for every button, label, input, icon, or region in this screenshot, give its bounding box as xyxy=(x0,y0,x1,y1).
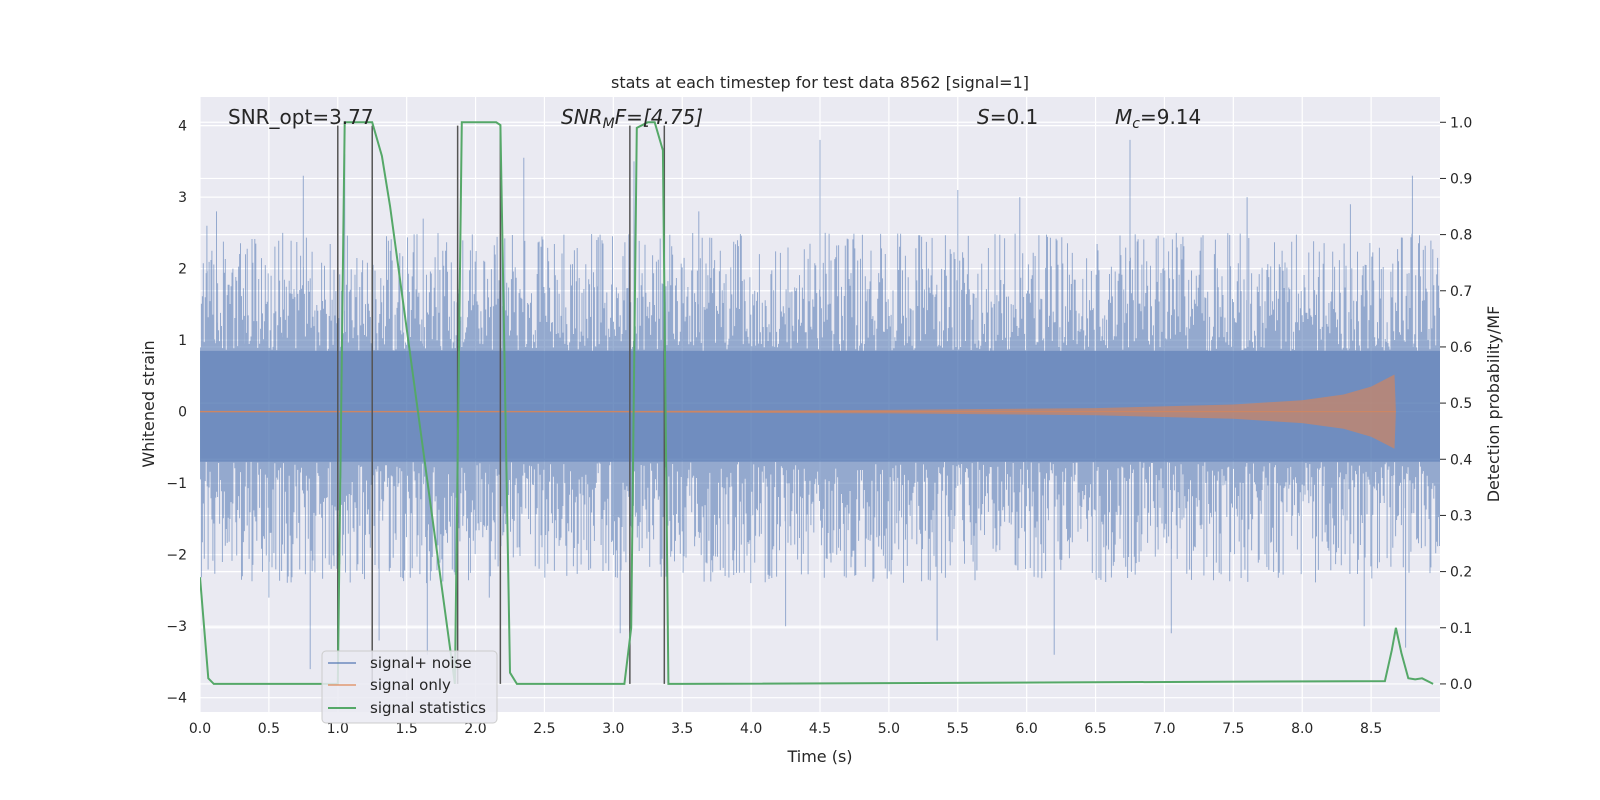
y-tick-label: −4 xyxy=(166,691,187,707)
x-axis-label: Time (s) xyxy=(786,747,852,766)
y2-tick-label: 0.4 xyxy=(1450,452,1472,468)
y2-tick-label: 0.5 xyxy=(1450,396,1472,412)
annotation-snr-opt: SNR_opt=3.77 xyxy=(228,105,374,129)
x-tick-label: 6.5 xyxy=(1084,721,1106,737)
axis-ticks: 0.0 0.5 1.0 1.5 2.0 2.5 3.0 3.5 4.0 4.5 5.0 5.5 6.0 6… xyxy=(166,115,1472,737)
x-tick-label: 7.5 xyxy=(1222,721,1244,737)
x-tick-label: 8.0 xyxy=(1291,721,1313,737)
x-tick-label: 4.5 xyxy=(809,721,831,737)
x-tick-label: 1.5 xyxy=(396,721,418,737)
x-tick-label: 3.0 xyxy=(602,721,624,737)
y2-tick-label: 0.1 xyxy=(1450,621,1472,637)
annotation-snr-mf: SNRMF=[4.75] xyxy=(561,105,703,132)
x-tick-label: 0.0 xyxy=(189,721,211,737)
snr-mf-base: SNR xyxy=(561,105,603,129)
x-tick-label: 5.0 xyxy=(878,721,900,737)
x-tick-label: 0.5 xyxy=(258,721,280,737)
legend-box xyxy=(321,650,498,724)
y-tick-label: 1 xyxy=(178,333,187,349)
y-tick-label: 0 xyxy=(178,405,187,421)
y-axis-label: Whitened strain xyxy=(139,340,158,467)
y2-axis-label: Detection probability/MF xyxy=(1484,306,1503,503)
x-tick-label: 2.0 xyxy=(464,721,486,737)
y-tick-label: 4 xyxy=(178,119,187,135)
y2-tick-label: 0.7 xyxy=(1450,284,1472,300)
y2-tick-label: 1.0 xyxy=(1450,115,1472,131)
mc-sub: c xyxy=(1132,116,1140,132)
x-tick-label: 7.0 xyxy=(1153,721,1175,737)
x-tick-label: 4.0 xyxy=(740,721,762,737)
s-value: =0.1 xyxy=(990,105,1039,129)
annotation-mc: Mc=9.14 xyxy=(1115,105,1201,132)
legend-label-noise: signal+ noise xyxy=(370,654,472,672)
s-symbol: S xyxy=(977,105,990,129)
y2-tick-label: 0.3 xyxy=(1450,508,1472,524)
y2-tick-label: 0.0 xyxy=(1450,677,1472,693)
x-tick-label: 8.5 xyxy=(1360,721,1382,737)
x-tick-label: 3.5 xyxy=(671,721,693,737)
y-tick-label: −2 xyxy=(166,548,187,564)
y2-tick-label: 0.9 xyxy=(1450,171,1472,187)
snr-mf-sub: M xyxy=(603,116,615,132)
mc-symbol: M xyxy=(1115,105,1132,129)
y-tick-label: 2 xyxy=(178,262,187,278)
x-tick-label: 2.5 xyxy=(533,721,555,737)
signal-statistics-series xyxy=(200,121,1434,685)
y2-tick-label: 0.8 xyxy=(1450,228,1472,244)
legend-label-stats: signal statistics xyxy=(370,699,486,717)
x-tick-label: 5.5 xyxy=(947,721,969,737)
y-tick-label: 3 xyxy=(178,190,187,206)
chart-title: stats at each timestep for test data 856… xyxy=(611,73,1029,92)
legend-label-signal: signal only xyxy=(370,676,451,694)
y2-tick-label: 0.2 xyxy=(1450,565,1472,581)
y-tick-label: −1 xyxy=(166,476,187,492)
mc-value: =9.14 xyxy=(1140,105,1201,129)
snr-mf-rest: F=[4.75] xyxy=(615,105,703,129)
x-tick-label: 6.0 xyxy=(1016,721,1038,737)
y2-tick-label: 0.6 xyxy=(1450,340,1472,356)
legend: signal+ noise signal only signal statist… xyxy=(321,650,498,724)
signal-only-series xyxy=(200,374,1440,449)
y-tick-label: −3 xyxy=(166,619,187,635)
statistics-line xyxy=(200,121,1434,685)
annotation-s: S=0.1 xyxy=(977,105,1038,129)
x-tick-label: 1.0 xyxy=(327,721,349,737)
